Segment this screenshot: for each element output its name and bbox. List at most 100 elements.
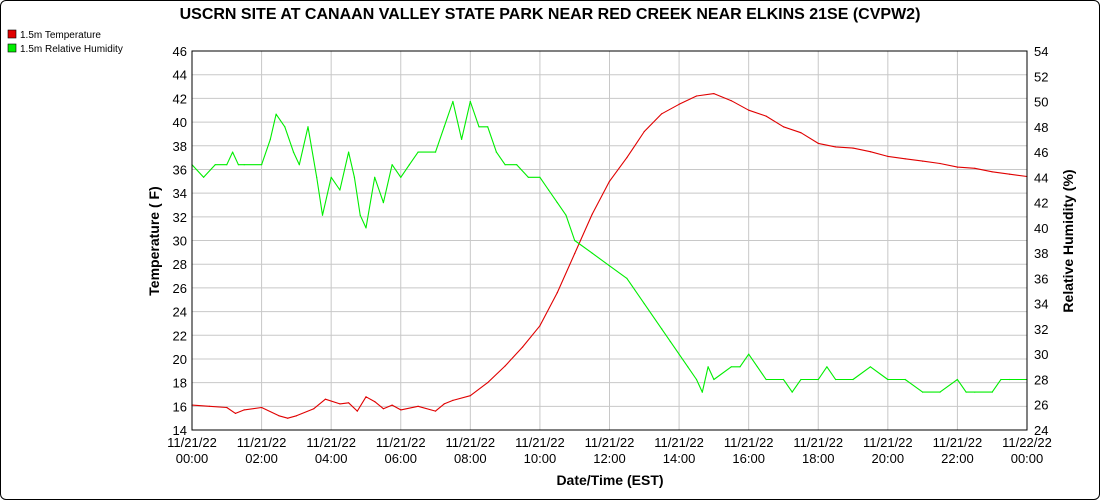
temperature-point (765, 115, 767, 117)
humidity-point (791, 391, 793, 393)
temperature-point (922, 160, 924, 162)
humidity-point (353, 176, 355, 178)
temperature-point (374, 401, 376, 403)
x-tick-time-label: 02:00 (245, 451, 278, 466)
y-left-tick-label: 20 (173, 352, 187, 367)
humidity-point (707, 366, 709, 368)
humidity-point (608, 265, 611, 267)
y-axis-right-title: Relative Humidity (%) (1060, 169, 1076, 312)
y-left-tick-label: 46 (173, 44, 187, 59)
temperature-point (678, 103, 680, 105)
humidity-point (339, 189, 341, 191)
temperature-point (417, 405, 419, 407)
humidity-point (348, 151, 350, 153)
legend-swatch-temperature (7, 29, 17, 39)
humidity-point (548, 189, 550, 191)
humidity-point (626, 277, 628, 279)
y-left-tick-label: 28 (173, 257, 187, 272)
humidity-point (374, 176, 376, 178)
temperature-point (504, 365, 506, 367)
humidity-point (443, 126, 445, 128)
temperature-point (643, 130, 645, 133)
humidity-point (852, 378, 854, 381)
legend: 1.5m Temperature 1.5m Relative Humidity (7, 29, 123, 55)
humidity-point (904, 378, 906, 381)
temperature-point (904, 158, 906, 160)
humidity-point (469, 100, 471, 103)
temperature-point (356, 410, 358, 412)
temperature-point (835, 146, 837, 148)
left-axis-ticks: 14 16 18 20 22 24 26 28 30 32 34 36 38 40 42 44 46 (173, 44, 187, 438)
humidity-point (539, 176, 541, 178)
humidity-point (226, 164, 228, 166)
humidity-point (956, 378, 959, 381)
y-left-tick-label: 18 (173, 376, 187, 391)
humidity-point (391, 164, 393, 166)
x-tick-time-label: 16:00 (732, 451, 765, 466)
y-left-tick-label: 36 (173, 162, 187, 177)
humidity-point (365, 227, 367, 229)
temperature-point (626, 157, 628, 159)
humidity-point (826, 366, 828, 368)
y-right-tick-label: 24 (1034, 423, 1048, 438)
humidity-point (292, 151, 295, 153)
temperature-point (591, 213, 593, 215)
humidity-point (408, 164, 410, 166)
temperature-point (869, 151, 872, 153)
temperature-point (391, 404, 393, 406)
y-right-tick-label: 42 (1034, 196, 1048, 211)
y-left-tick-label: 40 (173, 115, 187, 130)
x-axis-ticks: 11/21/2200:0011/21/2202:0011/21/2204:001… (167, 435, 1052, 466)
x-tick-date-label: 11/21/22 (793, 435, 843, 450)
legend-swatch-humidity (7, 43, 17, 53)
x-tick-date-label: 11/21/22 (306, 435, 356, 450)
humidity-point (400, 176, 402, 178)
temperature-point (730, 100, 732, 102)
temperature-point (434, 410, 437, 412)
humidity-point (748, 353, 750, 355)
y-right-tick-label: 50 (1034, 95, 1048, 110)
x-tick-date-label: 11/21/22 (863, 435, 913, 450)
x-tick-date-label: 11/21/22 (515, 435, 565, 450)
series-layer (191, 93, 1028, 419)
temperature-point (295, 415, 297, 417)
humidity-point (452, 100, 454, 103)
x-tick-time-label: 14:00 (663, 451, 696, 466)
y-left-tick-label: 42 (173, 91, 187, 106)
temperature-point (713, 93, 715, 95)
x-tick-time-label: 22:00 (941, 451, 974, 466)
humidity-point (835, 378, 837, 381)
x-tick-time-label: 20:00 (872, 451, 905, 466)
temperature-point (324, 398, 326, 400)
temperature-point (852, 147, 854, 149)
humidity-point (214, 164, 216, 166)
humidity-point (298, 164, 300, 166)
humidity-point (756, 366, 759, 368)
temperature-point (365, 396, 367, 398)
humidity-point (678, 353, 680, 355)
temperature-point (287, 417, 289, 419)
temperature-point (443, 403, 445, 405)
humidity-point (261, 164, 263, 166)
humidity-point (591, 252, 593, 254)
x-tick-time-label: 10:00 (524, 451, 557, 466)
temperature-point (939, 162, 941, 165)
humidity-point (739, 366, 741, 368)
y-right-tick-label: 30 (1034, 347, 1048, 362)
humidity-point (382, 202, 384, 204)
x-tick-date-label: 11/22/22 (1002, 435, 1052, 450)
humidity-point (695, 378, 698, 381)
humidity-point (701, 391, 703, 393)
y-axis-left-title: Temperature ( F) (146, 186, 162, 295)
temperature-point (956, 166, 959, 168)
y-right-tick-label: 34 (1034, 297, 1048, 312)
humidity-point (275, 113, 277, 115)
x-tick-date-label: 11/21/22 (654, 435, 704, 450)
temperature-point (521, 346, 524, 348)
y-left-tick-label: 44 (173, 68, 187, 83)
humidity-point (478, 126, 480, 128)
temperature-point (695, 95, 698, 97)
chart-title: USCRN SITE AT CANAAN VALLEY STATE PARK N… (180, 6, 921, 23)
humidity-point (730, 366, 732, 368)
